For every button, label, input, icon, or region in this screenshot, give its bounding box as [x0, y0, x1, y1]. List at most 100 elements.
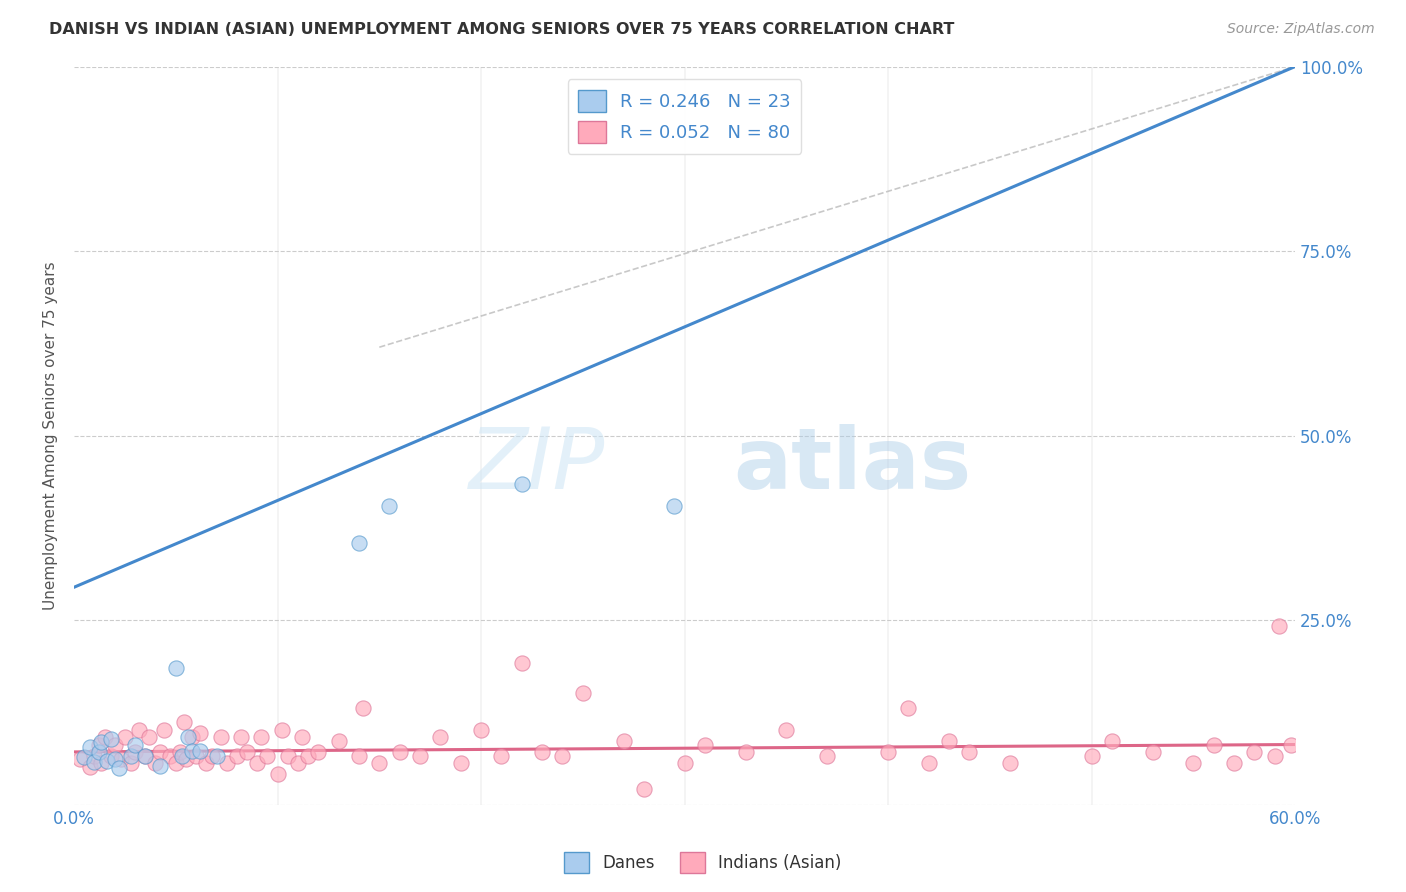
Point: [897, 700, 920, 714]
Point: [918, 756, 941, 770]
Point: [328, 734, 350, 748]
Point: [1223, 756, 1246, 770]
Point: [612, 734, 634, 748]
Point: [134, 748, 156, 763]
Point: [291, 730, 314, 744]
Point: [169, 745, 191, 759]
Point: [87, 738, 110, 752]
Point: [277, 748, 299, 763]
Point: [347, 536, 370, 550]
Point: [256, 748, 278, 763]
Point: [188, 744, 211, 758]
Legend: Danes, Indians (Asian): Danes, Indians (Asian): [558, 846, 848, 880]
Point: [1264, 748, 1286, 763]
Point: [173, 715, 195, 730]
Point: [1279, 738, 1302, 752]
Point: [104, 738, 127, 752]
Point: [250, 730, 273, 744]
Point: [1101, 734, 1123, 748]
Point: [195, 756, 218, 770]
Point: [174, 751, 197, 765]
Point: [347, 748, 370, 763]
Point: [120, 756, 142, 770]
Point: [1182, 756, 1205, 770]
Point: [170, 748, 193, 763]
Point: [186, 748, 208, 763]
Point: [572, 686, 595, 700]
Point: [352, 700, 374, 714]
Point: [73, 750, 96, 764]
Point: [209, 730, 232, 744]
Point: [100, 748, 122, 763]
Point: [110, 751, 132, 765]
Point: [229, 730, 252, 744]
Point: [368, 756, 391, 770]
Point: [93, 730, 115, 744]
Point: [1243, 745, 1265, 759]
Point: [96, 754, 118, 768]
Point: [297, 748, 319, 763]
Point: [551, 748, 574, 763]
Point: [128, 723, 150, 737]
Point: [134, 748, 156, 763]
Point: [225, 748, 247, 763]
Point: [104, 751, 127, 765]
Point: [83, 748, 105, 763]
Point: [236, 745, 259, 759]
Y-axis label: Unemployment Among Seniors over 75 years: Unemployment Among Seniors over 75 years: [44, 261, 58, 610]
Point: [633, 781, 655, 796]
Point: [1142, 745, 1164, 759]
Point: [510, 657, 533, 671]
Point: [69, 751, 91, 765]
Legend: R = 0.246   N = 23, R = 0.052   N = 80: R = 0.246 N = 23, R = 0.052 N = 80: [568, 79, 801, 154]
Point: [100, 731, 122, 746]
Point: [307, 745, 329, 759]
Point: [378, 499, 401, 513]
Point: [79, 760, 101, 774]
Point: [693, 738, 716, 752]
Point: [114, 730, 136, 744]
Point: [165, 756, 187, 770]
Point: [181, 730, 204, 744]
Point: [152, 723, 174, 737]
Point: [409, 748, 432, 763]
Point: [181, 744, 204, 758]
Point: [491, 748, 513, 763]
Point: [270, 723, 292, 737]
Point: [1267, 619, 1289, 633]
Point: [138, 730, 160, 744]
Point: [673, 756, 696, 770]
Point: [159, 748, 181, 763]
Point: [87, 745, 110, 759]
Point: [1080, 748, 1102, 763]
Point: [815, 748, 838, 763]
Point: [531, 745, 554, 759]
Point: [188, 726, 211, 740]
Point: [287, 756, 309, 770]
Point: [734, 745, 756, 759]
Point: [959, 745, 981, 759]
Point: [90, 756, 112, 770]
Point: [429, 730, 451, 744]
Point: [246, 756, 269, 770]
Point: [90, 735, 112, 749]
Point: [201, 748, 224, 763]
Point: [148, 759, 170, 773]
Point: [510, 476, 533, 491]
Point: [165, 661, 187, 675]
Point: [998, 756, 1021, 770]
Point: [388, 745, 411, 759]
Point: [266, 767, 288, 781]
Point: [1202, 738, 1225, 752]
Point: [215, 756, 238, 770]
Text: Source: ZipAtlas.com: Source: ZipAtlas.com: [1227, 22, 1375, 37]
Text: atlas: atlas: [734, 424, 972, 507]
Point: [450, 756, 472, 770]
Point: [877, 745, 900, 759]
Point: [124, 745, 146, 759]
Point: [775, 723, 797, 737]
Point: [938, 734, 960, 748]
Point: [148, 745, 170, 759]
Point: [145, 756, 167, 770]
Text: DANISH VS INDIAN (ASIAN) UNEMPLOYMENT AMONG SENIORS OVER 75 YEARS CORRELATION CH: DANISH VS INDIAN (ASIAN) UNEMPLOYMENT AM…: [49, 22, 955, 37]
